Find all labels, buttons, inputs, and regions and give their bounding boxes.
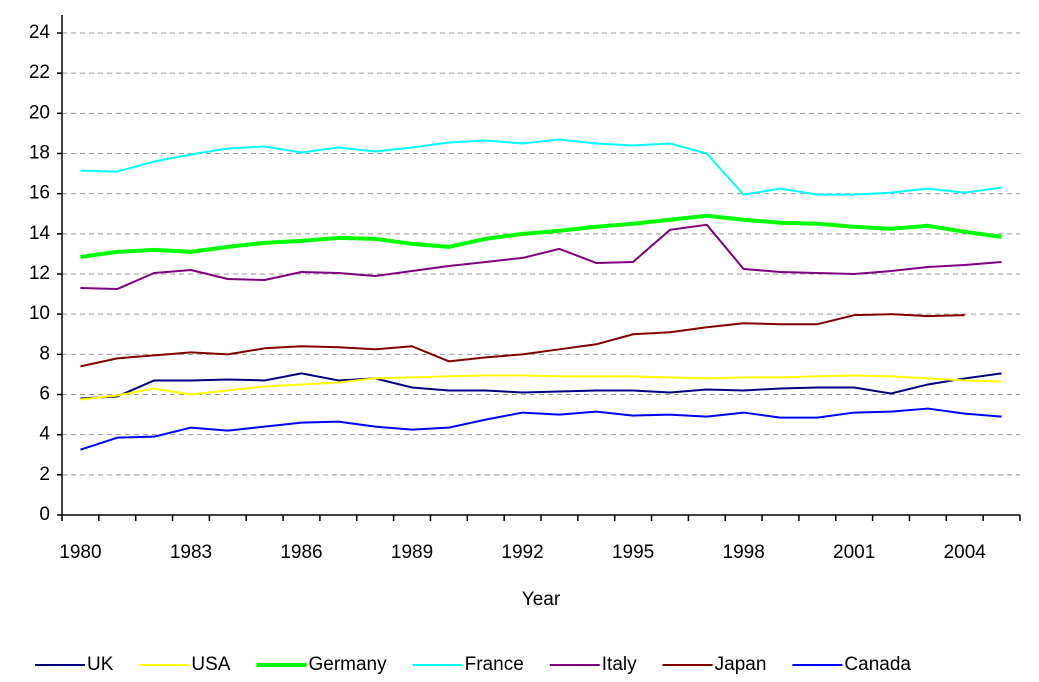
legend-label: France: [465, 654, 524, 675]
legend-label: Italy: [602, 654, 637, 675]
y-tick-label: 14: [29, 223, 51, 244]
y-tick-label: 4: [39, 424, 50, 445]
x-tick-label: 2001: [833, 542, 875, 563]
series-line: [80, 372, 1002, 400]
legend-label: USA: [191, 654, 230, 675]
y-tick-label: 24: [29, 22, 51, 43]
series-line: [80, 213, 1002, 259]
series-line: [80, 374, 1002, 401]
series-line: [80, 407, 1002, 451]
legend: UK USA Germany France Italy Japan Canada: [35, 654, 911, 675]
x-tick-label: 1989: [391, 542, 433, 563]
legend-label: Canada: [844, 654, 911, 675]
y-tick-label: 20: [29, 102, 50, 123]
y-tick-label: 0: [39, 504, 50, 525]
y-tick-label: 10: [29, 303, 50, 324]
x-tick-label: 1998: [723, 542, 765, 563]
legend-label: UK: [87, 654, 114, 675]
x-tick-label: 1986: [280, 542, 322, 563]
x-tick-label: 1995: [612, 542, 654, 563]
y-tick-label: 2: [39, 464, 50, 485]
series-line: [80, 138, 1002, 196]
x-tick-label: 2004: [944, 542, 987, 563]
legend-label: Japan: [715, 654, 767, 675]
legend-label: Germany: [308, 654, 387, 675]
x-tick-label: 1983: [170, 542, 212, 563]
x-axis-label: Year: [522, 589, 561, 610]
x-tick-label: 1992: [501, 542, 543, 563]
y-tick-label: 6: [39, 384, 50, 405]
y-tick-label: 22: [29, 62, 50, 83]
y-tick-label: 12: [29, 263, 50, 284]
y-tick-label: 16: [29, 183, 50, 204]
series-line: [80, 223, 1002, 291]
series-line: [80, 313, 965, 368]
y-tick-label: 8: [39, 343, 50, 364]
x-tick-label: 1980: [59, 542, 101, 563]
y-tick-label: 18: [29, 143, 50, 164]
